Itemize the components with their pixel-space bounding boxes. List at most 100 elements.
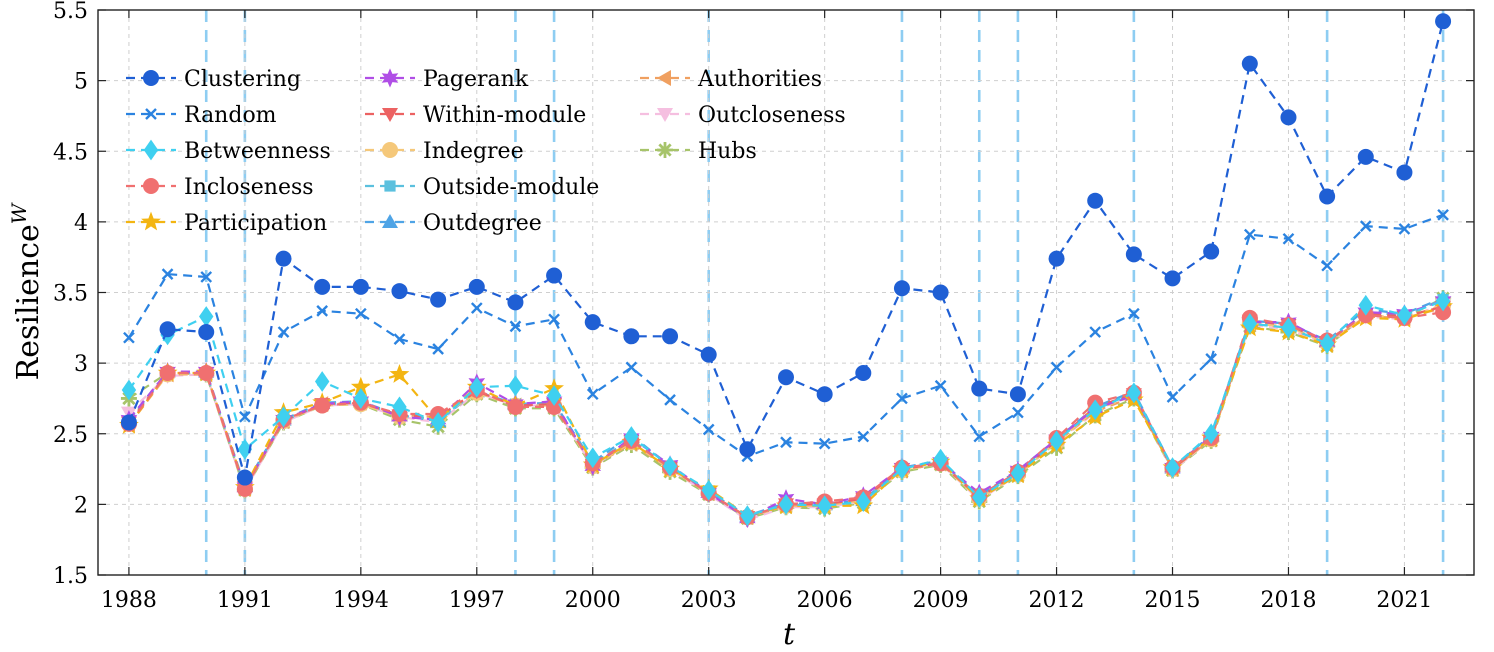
point-betweenness-2012 [1049, 430, 1064, 452]
point-betweenness-2022 [1435, 290, 1451, 312]
legend-label-outcloseness: Outcloseness [698, 103, 846, 128]
x-tick-label-2003: 2003 [681, 588, 737, 613]
y-tick-label-2-5: 2.5 [53, 423, 88, 448]
point-incloseness-1998 [507, 398, 524, 415]
legend-marker-outside-module [384, 180, 396, 192]
point-clustering-1999 [546, 267, 563, 284]
legend-marker-random [145, 108, 157, 120]
legend-marker-hubs [657, 142, 673, 158]
point-clustering-2013 [1087, 192, 1104, 209]
x-tick-label-2018: 2018 [1260, 588, 1316, 613]
point-incloseness-1989 [159, 365, 176, 382]
point-participation-1995 [389, 364, 410, 383]
series-clustering [120, 13, 1452, 486]
point-random-1991 [239, 410, 251, 423]
point-incloseness-1990 [198, 365, 215, 382]
point-clustering-2019 [1319, 188, 1336, 205]
y-axis-label: ResilienceW [7, 202, 46, 380]
legend-marker-clustering [143, 70, 159, 86]
legend-label-participation: Participation [184, 211, 327, 236]
y-tick-label-5: 5 [74, 70, 88, 95]
point-betweenness-1998 [508, 375, 523, 397]
y-tick-label-3: 3 [74, 352, 88, 377]
point-clustering-1992 [275, 250, 292, 267]
point-betweenness-2000 [585, 447, 600, 469]
point-betweenness-2018 [1281, 317, 1296, 339]
legend-item-incloseness: Incloseness [126, 175, 314, 200]
x-tick-label-2000: 2000 [565, 588, 621, 613]
point-clustering-2007 [855, 365, 872, 382]
y-tick-label-5-5: 5.5 [53, 0, 88, 24]
point-random-2021 [1398, 223, 1411, 235]
point-random-2017 [1243, 228, 1256, 241]
legend-label-within-module: Within-module [423, 103, 586, 128]
series-line-authorities [128, 306, 1444, 519]
point-betweenness-1988 [121, 379, 137, 401]
point-random-2010 [973, 430, 986, 443]
point-clustering-2018 [1280, 109, 1297, 126]
point-betweenness-2009 [933, 448, 948, 470]
legend-item-random: Random [126, 103, 277, 128]
point-random-2018 [1282, 232, 1295, 245]
legend-marker-authorities [657, 70, 671, 86]
y-tick-label-3-5: 3.5 [53, 282, 88, 307]
x-axis-label: t [783, 617, 796, 652]
point-random-1989 [161, 268, 174, 280]
y-axis-label-main: Resilience [11, 224, 46, 380]
axis-ticks: 1988 1991 1994 1997 2000 2003 2006 2009 2012 2015… [53, 0, 1474, 613]
point-random-1988 [123, 331, 135, 344]
point-betweenness-2020 [1358, 294, 1373, 316]
point-random-1993 [316, 305, 329, 317]
point-random-2016 [1205, 353, 1218, 365]
legend-label-random: Random [184, 103, 277, 128]
point-random-2019 [1321, 259, 1333, 272]
legend-marker-outdegree [382, 214, 398, 228]
legend-label-betweenness: Betweenness [184, 139, 331, 164]
point-betweenness-1997 [469, 376, 484, 398]
y-tick-label-4: 4 [74, 211, 88, 236]
point-betweenness-2006 [817, 495, 832, 517]
point-clustering-2003 [700, 346, 717, 363]
x-tick-label-1994: 1994 [333, 588, 389, 613]
point-clustering-2015 [1164, 270, 1181, 287]
x-tick-label-2006: 2006 [797, 588, 853, 613]
point-betweenness-1996 [430, 412, 446, 433]
legend-label-outside-module: Outside-module [423, 175, 599, 200]
legend-item-participation: Participation [126, 211, 327, 236]
x-tick-label-2015: 2015 [1145, 588, 1201, 613]
point-random-2005 [780, 436, 792, 449]
legend-item-within-module: Within-module [365, 103, 586, 128]
legend-item-outdegree: Outdegree [365, 211, 542, 236]
point-clustering-2008 [893, 280, 910, 297]
point-betweenness-2016 [1203, 423, 1219, 445]
point-clustering-1996 [430, 291, 447, 308]
legend-label-pagerank: Pagerank [423, 67, 529, 92]
point-random-1997 [470, 302, 483, 314]
point-clustering-2002 [662, 328, 679, 345]
legend-item-pagerank: Pagerank [365, 67, 529, 92]
legend: Clustering Random Betweenness Incloseness Pa… [126, 67, 846, 236]
point-random-2015 [1166, 391, 1179, 403]
y-tick-label-1-5: 1.5 [53, 564, 88, 589]
legend-item-outside-module: Outside-module [365, 175, 599, 200]
legend-label-incloseness: Incloseness [184, 175, 314, 200]
point-clustering-2011 [1009, 386, 1026, 403]
point-clustering-2017 [1241, 55, 1258, 72]
point-clustering-2001 [623, 328, 640, 345]
point-random-1990 [200, 271, 213, 283]
point-random-1996 [432, 343, 444, 355]
point-clustering-2016 [1203, 243, 1220, 260]
point-clustering-1990 [198, 324, 215, 341]
point-random-1995 [393, 333, 406, 345]
y-tick-label-4-5: 4.5 [53, 140, 88, 165]
point-random-1999 [548, 313, 560, 326]
y-tick-label-2: 2 [74, 493, 88, 518]
point-random-2011 [1012, 406, 1024, 419]
point-betweenness-1999 [546, 385, 562, 407]
point-clustering-2022 [1435, 13, 1452, 30]
point-betweenness-2005 [778, 493, 794, 515]
x-tick-label-1997: 1997 [449, 588, 505, 613]
point-clustering-2012 [1048, 250, 1065, 267]
point-incloseness-1999 [546, 398, 563, 415]
